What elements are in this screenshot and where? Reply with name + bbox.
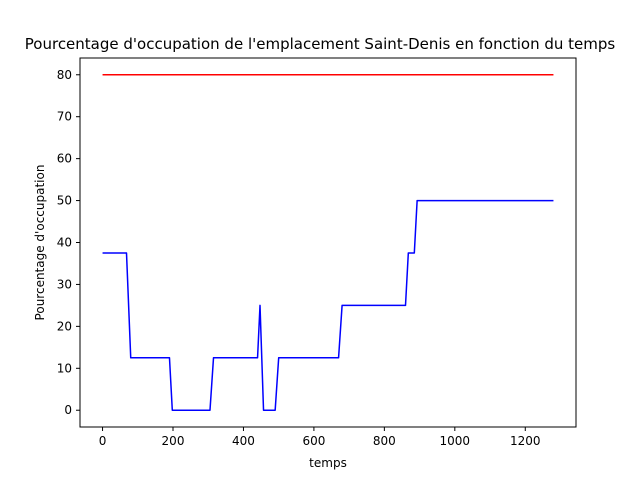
series-line-1 xyxy=(102,199,554,411)
series-layer xyxy=(102,74,554,411)
y-tick-label: 0 xyxy=(64,403,72,417)
x-tick-label: 800 xyxy=(373,434,396,448)
x-tick-label: 600 xyxy=(302,434,325,448)
x-tick-label: 400 xyxy=(232,434,255,448)
chart-title: Pourcentage d'occupation de l'emplacemen… xyxy=(25,35,616,53)
y-tick-label: 80 xyxy=(57,68,72,82)
y-tick-label: 50 xyxy=(57,194,72,208)
x-tick-label: 200 xyxy=(162,434,185,448)
y-tick-label: 20 xyxy=(57,319,72,333)
plot-frame xyxy=(79,57,577,428)
x-tick-label: 0 xyxy=(99,434,107,448)
y-tick-label: 60 xyxy=(57,152,72,166)
y-axis-ticks: 0 10 20 30 40 50 60 70 80 xyxy=(57,68,80,417)
x-tick-label: 1200 xyxy=(510,434,541,448)
y-tick-label: 30 xyxy=(57,277,72,291)
x-axis-ticks: 0 200 400 600 800 1000 1200 xyxy=(99,427,541,448)
y-tick-label: 40 xyxy=(57,236,72,250)
y-tick-label: 10 xyxy=(57,361,72,375)
x-tick-label: 1000 xyxy=(440,434,471,448)
y-tick-label: 70 xyxy=(57,110,72,124)
y-axis-label: Pourcentage d'occupation xyxy=(33,165,47,321)
x-axis-label: temps xyxy=(309,456,347,470)
